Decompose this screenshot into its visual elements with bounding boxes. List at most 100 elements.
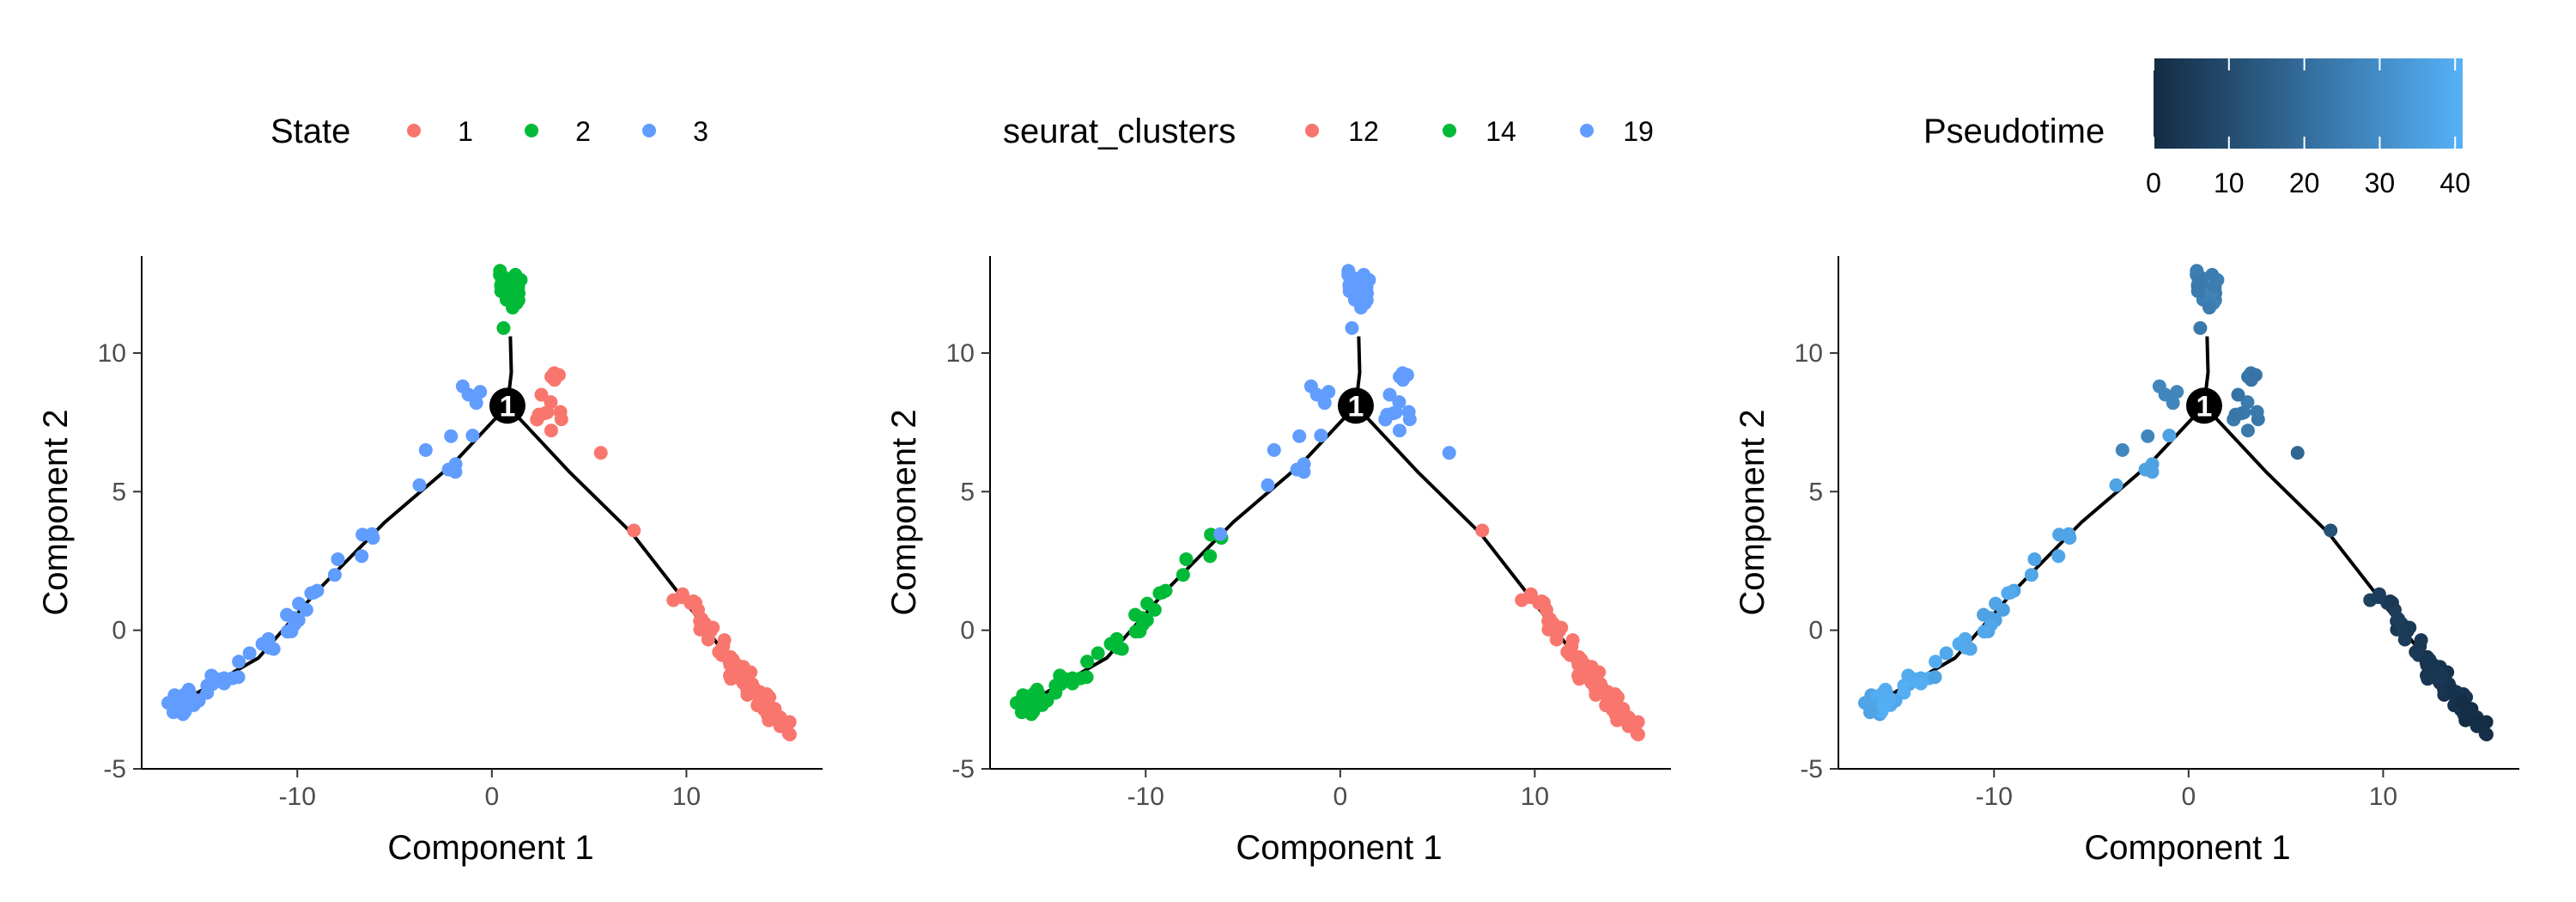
data-point xyxy=(544,424,558,438)
data-point xyxy=(1297,465,1311,479)
data-point xyxy=(493,264,507,278)
y-axis-title: Component 2 xyxy=(885,409,923,615)
data-point xyxy=(1179,552,1194,566)
colorbar-tick-label: 0 xyxy=(2146,168,2161,198)
legend-title: Pseudotime xyxy=(1923,113,2105,150)
colorbar-tick-label: 10 xyxy=(2214,168,2245,198)
branch-point-marker xyxy=(1337,387,1374,424)
panel-3: -10 0 10 -5 0 5 10 Component 1 Component 2 1 Pseud… xyxy=(1734,58,2519,867)
data-point xyxy=(2248,368,2263,382)
data-point xyxy=(185,692,200,706)
data-point xyxy=(448,465,463,479)
x-tick-label: 10 xyxy=(2369,783,2397,811)
data-point xyxy=(1079,670,1094,685)
data-point xyxy=(1571,658,1586,673)
data-point xyxy=(2166,396,2180,411)
data-point xyxy=(2420,658,2434,673)
branch-point-label: 1 xyxy=(1347,390,1364,423)
colorbar-tick-label: 30 xyxy=(2365,168,2396,198)
data-point xyxy=(1080,655,1095,669)
data-point xyxy=(1952,637,1966,651)
x-tick-label: 0 xyxy=(2181,783,2196,811)
data-point xyxy=(1034,692,1048,706)
data-point xyxy=(1392,424,1406,438)
data-point xyxy=(1977,625,1991,639)
legend-key xyxy=(1443,124,1456,137)
data-point xyxy=(1358,278,1373,293)
data-point xyxy=(1401,405,1416,419)
data-point xyxy=(551,368,566,382)
data-point xyxy=(510,278,525,293)
data-point xyxy=(1882,692,1897,706)
x-tick-label: -10 xyxy=(279,783,316,811)
data-point xyxy=(2383,594,2397,608)
x-axis-title: Component 1 xyxy=(387,829,593,867)
y-tick-label: 5 xyxy=(112,478,126,506)
data-point xyxy=(1053,668,1067,683)
y-tick-label: -5 xyxy=(951,755,975,783)
colorbar-tick-label: 20 xyxy=(2289,168,2320,198)
data-point xyxy=(2190,264,2204,278)
data-point xyxy=(1523,587,1538,601)
legend-title: seurat_clusters xyxy=(1003,113,1236,150)
branch-point-label: 1 xyxy=(2196,390,2212,423)
data-point xyxy=(1929,655,1943,669)
data-point xyxy=(1091,646,1105,661)
data-point xyxy=(1314,429,1328,443)
legend: State 1 2 3 xyxy=(270,113,708,150)
data-point xyxy=(506,301,520,315)
legend-label: 3 xyxy=(693,116,708,147)
data-point xyxy=(1261,478,1275,492)
data-point xyxy=(1354,301,1369,315)
x-tick-label: -10 xyxy=(1976,783,2013,811)
data-point xyxy=(1342,280,1357,295)
data-point xyxy=(266,642,281,656)
data-point xyxy=(2240,424,2255,438)
data-point xyxy=(204,668,219,683)
data-point xyxy=(2231,387,2245,402)
data-point xyxy=(1963,642,1978,656)
colorbar xyxy=(2154,58,2463,149)
data-point xyxy=(723,658,738,673)
data-point xyxy=(494,280,508,295)
data-point xyxy=(1317,396,1332,411)
data-point xyxy=(1267,442,1281,457)
legend-label: 1 xyxy=(458,116,473,147)
data-point xyxy=(2228,407,2243,422)
data-point xyxy=(1631,715,1645,729)
data-point xyxy=(593,446,608,460)
data-point xyxy=(331,552,345,566)
data-point xyxy=(1115,642,1129,656)
x-tick-label: 10 xyxy=(1521,783,1549,811)
data-point xyxy=(2170,385,2184,399)
data-point xyxy=(2454,694,2469,709)
legend-key xyxy=(407,124,421,137)
data-point xyxy=(496,320,511,335)
x-tick-label: 0 xyxy=(1333,783,1347,811)
data-point xyxy=(1534,594,1549,608)
data-point xyxy=(1595,680,1609,695)
data-point xyxy=(532,407,546,422)
data-point xyxy=(2051,549,2066,564)
data-point xyxy=(2193,320,2208,335)
data-point xyxy=(1128,625,1143,639)
y-tick-label: 10 xyxy=(1795,339,1823,368)
data-point xyxy=(703,624,718,638)
data-point xyxy=(1552,624,1566,638)
data-point xyxy=(1341,264,1356,278)
data-point xyxy=(2145,465,2160,479)
legend: seurat_clusters 12 14 19 xyxy=(1003,113,1654,150)
data-point xyxy=(2205,267,2220,282)
data-point xyxy=(686,594,701,608)
data-point xyxy=(1475,523,1490,538)
legend-label: 19 xyxy=(1623,116,1654,147)
data-point xyxy=(465,429,480,443)
data-point xyxy=(1357,267,1371,282)
legend-label: 14 xyxy=(1485,116,1516,147)
data-point xyxy=(469,396,483,411)
data-point xyxy=(746,680,761,695)
data-point xyxy=(2109,478,2123,492)
data-point xyxy=(2464,702,2479,716)
y-tick-label: -5 xyxy=(103,755,126,783)
